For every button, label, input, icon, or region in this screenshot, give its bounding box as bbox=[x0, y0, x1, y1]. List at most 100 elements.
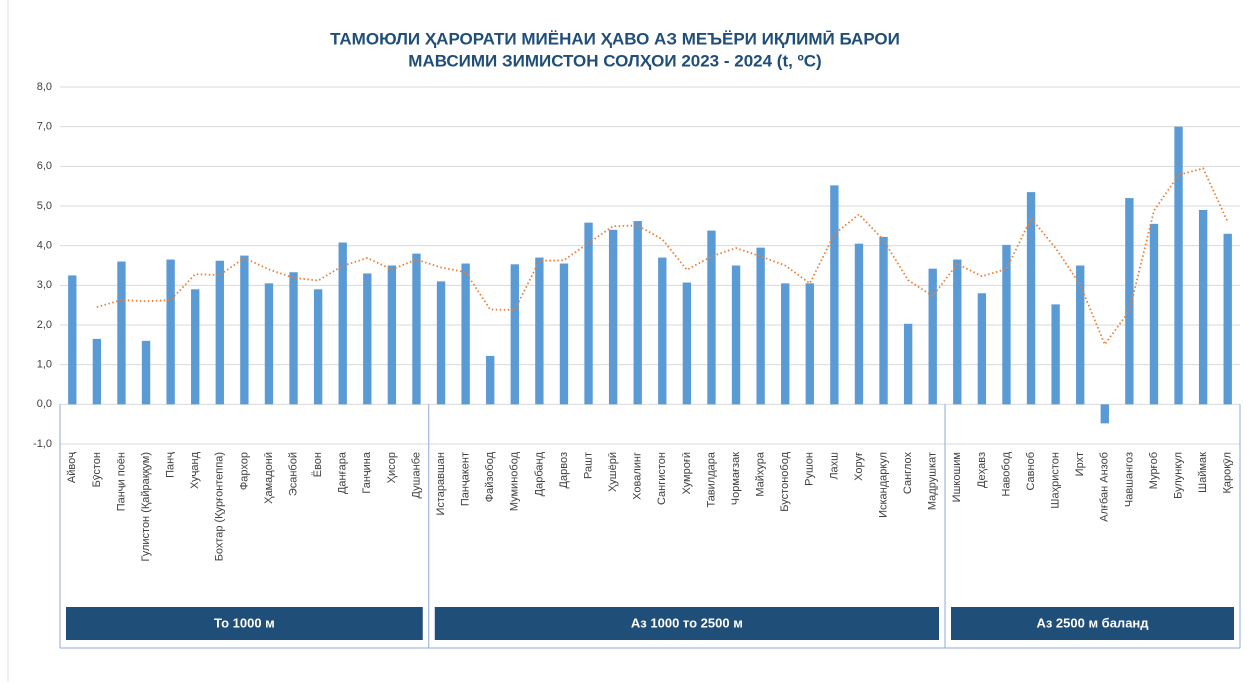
bar bbox=[756, 247, 765, 405]
bar bbox=[1026, 192, 1036, 405]
group-label: Аз 1000 то 2500 м bbox=[631, 615, 743, 630]
bar bbox=[903, 323, 913, 405]
y-tick-label: 6,0 bbox=[37, 160, 52, 172]
x-tick-label: Душанбе bbox=[410, 452, 422, 499]
bar bbox=[559, 263, 569, 405]
bar bbox=[633, 221, 642, 405]
bar bbox=[141, 340, 151, 405]
bar bbox=[953, 259, 962, 405]
y-tick-label: 2,0 bbox=[37, 319, 52, 331]
bar bbox=[1198, 209, 1208, 405]
bar bbox=[412, 253, 421, 405]
y-tick-label: 1,0 bbox=[37, 359, 52, 371]
x-tick-label: Айвоҷ bbox=[66, 452, 78, 483]
x-tick-label: Ёвон bbox=[312, 452, 324, 477]
x-tick-label: Шаҳристон bbox=[1050, 452, 1062, 509]
x-tick-label: Ишкошим bbox=[951, 452, 963, 502]
y-tick-label: -1,0 bbox=[33, 438, 52, 450]
y-tick-label: 0,0 bbox=[37, 398, 52, 410]
bar bbox=[584, 222, 593, 405]
bar bbox=[535, 257, 544, 405]
y-tick-label: 8,0 bbox=[37, 81, 52, 93]
bar bbox=[1002, 244, 1011, 405]
group-label: Аз 2500 м баланд bbox=[1036, 615, 1149, 630]
bar bbox=[240, 255, 249, 405]
x-tick-label: Панҷ bbox=[165, 452, 177, 478]
x-tick-label: Муминобод bbox=[509, 451, 521, 511]
bar bbox=[68, 275, 77, 405]
x-tick-label: Мурғоб bbox=[1148, 452, 1160, 489]
x-tick-label: Панҷакент bbox=[460, 452, 472, 506]
bar bbox=[1174, 126, 1183, 405]
x-tick-label: Дарбанд bbox=[533, 451, 545, 496]
x-tick-label: Шаймак bbox=[1197, 452, 1209, 493]
bar bbox=[92, 338, 102, 405]
bar bbox=[510, 264, 519, 405]
bar bbox=[854, 243, 864, 405]
bar bbox=[166, 259, 175, 405]
bar bbox=[707, 230, 716, 405]
bar bbox=[264, 283, 274, 405]
y-tick-label: 3,0 bbox=[37, 279, 52, 291]
x-tick-label: Ҳамадонӣ bbox=[263, 452, 275, 504]
x-tick-label: Данғара bbox=[337, 451, 349, 494]
x-tick-label: Хумроғӣ bbox=[681, 452, 693, 494]
bar bbox=[1149, 223, 1159, 405]
x-tick-label: Сангистон bbox=[656, 452, 668, 505]
x-tick-label: Савноб bbox=[1025, 452, 1037, 491]
x-tick-label: Деҳавз bbox=[976, 452, 988, 488]
bar bbox=[731, 265, 741, 405]
bar bbox=[387, 265, 397, 405]
bar bbox=[928, 268, 937, 405]
bar bbox=[977, 293, 987, 405]
x-tick-label: Ганҷина bbox=[361, 451, 373, 493]
x-tick-label: Дарвоз bbox=[558, 452, 570, 488]
x-tick-label: Бохтар (Қурғонтеппа) bbox=[214, 452, 226, 561]
y-tick-label: 5,0 bbox=[37, 200, 52, 212]
group-label: То 1000 м bbox=[214, 615, 275, 630]
y-tick-label: 4,0 bbox=[37, 240, 52, 252]
bar bbox=[879, 236, 888, 405]
y-tick-label: 7,0 bbox=[37, 121, 52, 133]
group-box bbox=[66, 607, 423, 640]
group-box bbox=[951, 607, 1234, 640]
bar bbox=[1100, 404, 1109, 424]
x-tick-label: Искандаркул bbox=[877, 452, 889, 518]
x-tick-label: Панҷи поён bbox=[115, 452, 127, 511]
x-tick-label: Майхура bbox=[755, 451, 767, 497]
x-tick-label: Фархор bbox=[238, 452, 250, 490]
x-tick-label: Хоруғ bbox=[853, 452, 865, 481]
bar bbox=[191, 289, 200, 405]
bar bbox=[215, 260, 224, 405]
x-tick-label: Лахш bbox=[828, 452, 840, 480]
x-tick-label: Эсанбой bbox=[287, 452, 299, 496]
x-tick-label: Мадрушкат bbox=[927, 452, 939, 510]
chart-title: МАВСИМИ ЗИМИСТОН СОЛҲОИ 2023 - 2024 (t, … bbox=[408, 51, 821, 70]
x-tick-label: Рушон bbox=[804, 452, 816, 486]
x-tick-label: Гулистон (Қайраққум) bbox=[140, 452, 152, 562]
x-tick-label: Ҳушёрӣ bbox=[607, 452, 619, 492]
bar bbox=[658, 257, 667, 405]
bar bbox=[830, 185, 839, 405]
x-tick-label: Чормағзак bbox=[730, 452, 742, 505]
bar bbox=[781, 283, 790, 405]
trend-line bbox=[96, 167, 1229, 347]
bar bbox=[486, 355, 495, 405]
x-tick-label: Хуҷанд bbox=[189, 451, 201, 489]
bar bbox=[608, 229, 618, 405]
x-tick-label: Алғбан Анзоб bbox=[1099, 452, 1111, 522]
x-tick-label: Бӯстон bbox=[91, 452, 103, 487]
bar bbox=[436, 281, 446, 405]
x-tick-label: Чавшангоз bbox=[1123, 452, 1135, 507]
x-tick-label: Рашт bbox=[582, 452, 594, 479]
x-tick-label: Ҳисор bbox=[386, 452, 398, 483]
group-box bbox=[434, 607, 939, 640]
bar bbox=[805, 283, 814, 405]
bar bbox=[682, 282, 692, 405]
x-tick-label: Булункул bbox=[1172, 452, 1184, 499]
bar bbox=[313, 289, 323, 405]
chart-title: ТАМОЮЛИ ҲАРОРАТИ МИЁНАИ ҲАВО АЗ МЕЪЁРИ И… bbox=[330, 29, 900, 48]
bar bbox=[338, 242, 347, 405]
x-tick-label: Қароқӯл bbox=[1222, 452, 1234, 494]
